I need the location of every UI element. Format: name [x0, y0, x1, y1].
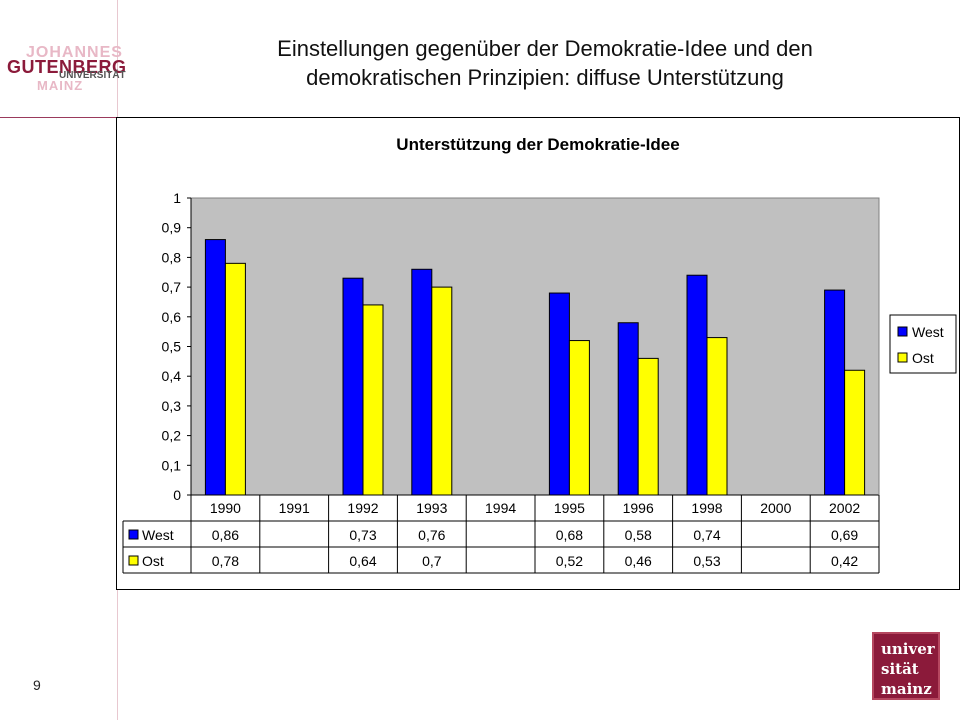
table-legend-key-ost	[128, 555, 139, 566]
stamp-text-line-1: univer	[881, 640, 935, 658]
legend-key-ost	[897, 352, 908, 363]
y-tick-label: 0	[173, 487, 181, 503]
university-logo: JOHANNES GUTENBERG UNIVERSITÄT MAINZ	[4, 44, 126, 96]
data-label: 0,46	[625, 553, 652, 569]
y-tick-label: 1	[173, 190, 181, 206]
slide-title-line-2: demokratischen Prinzipien: diffuse Unter…	[306, 65, 784, 90]
slide-title: Einstellungen gegenüber der Demokratie-I…	[150, 34, 940, 92]
logo-text-johannes: JOHANNES	[26, 44, 123, 61]
slide-horizontal-rule	[0, 117, 117, 118]
table-series-label: West	[142, 527, 174, 543]
chart-title: Unterstützung der Demokratie-Idee	[396, 135, 679, 154]
x-tick-label: 2000	[760, 500, 791, 516]
x-tick-label: 1996	[623, 500, 654, 516]
university-stamp-logo: univer sität mainz	[872, 632, 940, 700]
x-tick-label: 1992	[347, 500, 378, 516]
x-tick-label: 1994	[485, 500, 516, 516]
plot-area	[190, 197, 880, 496]
y-tick-label: 0,4	[162, 368, 182, 384]
logo-text-mainz: MAINZ	[37, 78, 84, 93]
bar-chart: Unterstützung der Demokratie-Idee 0 0,1 0,2…	[122, 135, 957, 574]
data-label: 0,42	[831, 553, 858, 569]
legend-label: Ost	[912, 350, 934, 366]
data-label: 0,52	[556, 553, 583, 569]
legend-label: West	[912, 324, 944, 340]
bar-ost	[844, 369, 866, 496]
stamp-text-line-3: mainz	[881, 680, 932, 698]
data-label: 0,58	[625, 527, 652, 543]
y-tick-label: 0,1	[162, 457, 182, 473]
bar-ost	[362, 304, 384, 496]
x-tick-label: 1993	[416, 500, 447, 516]
y-tick-label: 0,9	[162, 220, 182, 236]
x-tick-label: 1991	[279, 500, 310, 516]
bar-ost	[431, 286, 453, 496]
bar-west	[617, 322, 639, 496]
data-label: 0,73	[349, 527, 376, 543]
chart-frame: Unterstützung der Demokratie-Idee 0 0,1 0,2…	[116, 117, 960, 590]
y-tick-label: 0,8	[162, 249, 182, 265]
data-label: 0,64	[349, 553, 376, 569]
x-tick-label: 1998	[691, 500, 722, 516]
logo-text-gutenberg: GUTENBERG	[7, 57, 127, 77]
y-tick-label: 0,6	[162, 309, 182, 325]
data-label: 0,68	[556, 527, 583, 543]
table-series-label: Ost	[142, 553, 164, 569]
data-label: 0,69	[831, 527, 858, 543]
y-tick-label: 0,7	[162, 279, 182, 295]
data-label: 0,53	[693, 553, 720, 569]
logo-text-universitaet: UNIVERSITÄT	[59, 70, 126, 81]
bar-ost	[706, 337, 728, 496]
chart-legend	[889, 314, 957, 374]
x-tick-label: 2002	[829, 500, 860, 516]
slide-number: 9	[33, 677, 41, 693]
y-tick-label: 0,2	[162, 428, 182, 444]
data-label: 0,74	[693, 527, 720, 543]
legend-key-west	[897, 326, 908, 337]
data-label: 0,76	[418, 527, 445, 543]
data-label: 0,7	[422, 553, 442, 569]
stamp-text-line-2: sität	[881, 660, 919, 678]
bar-ost	[568, 340, 590, 496]
data-label: 0,78	[212, 553, 239, 569]
bar-west	[548, 292, 570, 496]
y-tick-label: 0,5	[162, 339, 182, 355]
table-legend-key-west	[128, 529, 139, 540]
x-tick-label: 1990	[210, 500, 241, 516]
bar-ost	[637, 357, 659, 496]
bar-ost	[224, 262, 246, 496]
data-label: 0,86	[212, 527, 239, 543]
bar-west	[204, 239, 226, 496]
bar-west	[824, 289, 846, 496]
y-tick-label: 0,3	[162, 398, 182, 414]
x-tick-label: 1995	[554, 500, 585, 516]
slide-title-line-1: Einstellungen gegenüber der Demokratie-I…	[277, 36, 813, 61]
bar-west	[686, 274, 708, 496]
bar-west	[411, 268, 433, 496]
bar-west	[342, 277, 364, 496]
